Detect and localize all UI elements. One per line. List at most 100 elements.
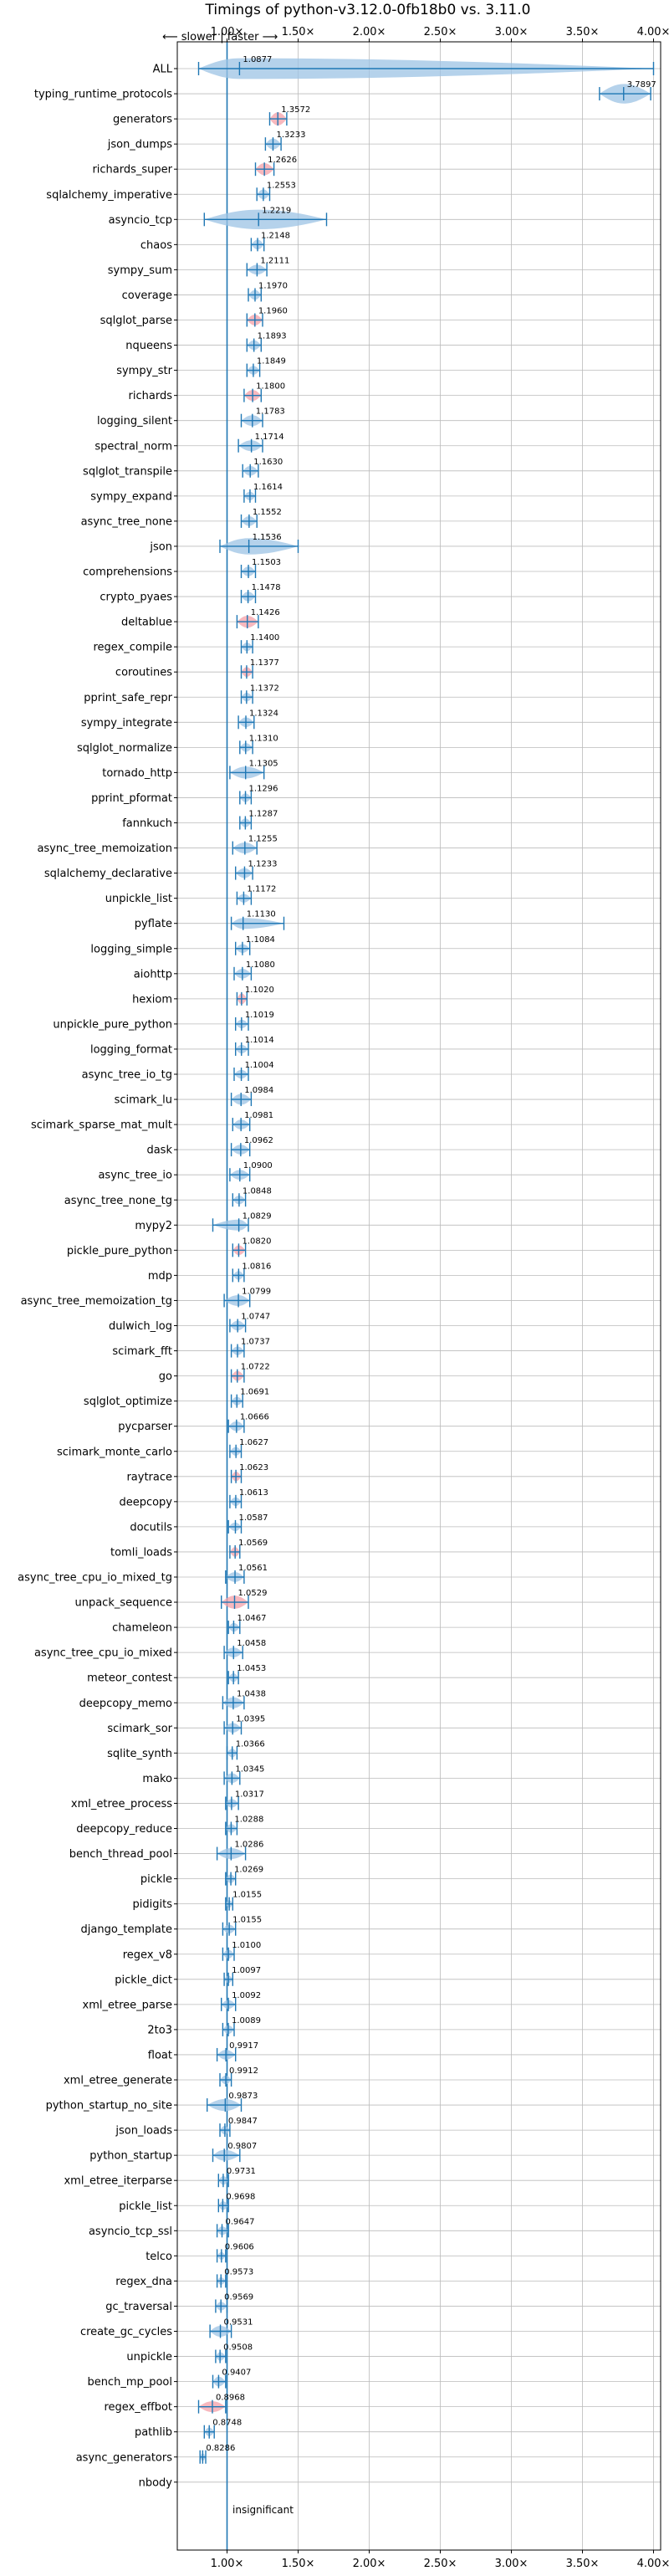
benchmark-name: django_template <box>81 1923 172 1936</box>
benchmark-value-label: 1.1849 <box>257 357 286 366</box>
benchmark-value-label: 1.0627 <box>239 1438 268 1447</box>
benchmark-name: async_tree_io <box>98 1170 172 1182</box>
x-tick-label-bottom: 2.00× <box>353 2558 386 2570</box>
benchmark-name: pprint_safe_repr <box>84 692 172 704</box>
benchmark-name: async_generators <box>76 2451 173 2464</box>
benchmark-value-label: 1.1019 <box>245 1011 274 1020</box>
benchmark-value-label: 0.9873 <box>228 2092 258 2101</box>
benchmark-value-label: 1.0569 <box>238 1539 268 1548</box>
benchmark-value-label: 3.7897 <box>627 80 656 90</box>
benchmark-name: sqlalchemy_declarative <box>44 868 172 880</box>
benchmark-value-label: 1.2626 <box>268 156 297 165</box>
benchmark-name: dulwich_log <box>109 1320 172 1333</box>
benchmark-value-label: 1.1970 <box>258 281 288 290</box>
benchmark-value-label: 1.1503 <box>252 558 281 567</box>
benchmark-name: async_tree_none <box>81 515 172 528</box>
x-tick-label-bottom: 4.00× <box>637 2558 669 2570</box>
benchmark-name: unpickle_list <box>105 893 172 905</box>
benchmark-name: chameleon <box>112 1622 172 1635</box>
x-tick-label-top: 1.50× <box>282 26 315 38</box>
benchmark-name: logging_simple <box>90 943 172 955</box>
benchmark-name: generators <box>113 114 172 126</box>
benchmark-value-label: 0.9407 <box>222 2369 251 2378</box>
benchmark-value-label: 1.1080 <box>246 960 275 970</box>
benchmark-name: regex_effbot <box>104 2401 172 2414</box>
benchmark-value-label: 1.0561 <box>238 1564 268 1573</box>
chart-title: Timings of python-v3.12.0-0fb18b0 vs. 3.… <box>205 2 531 18</box>
benchmark-value-label: 1.0799 <box>242 1287 271 1296</box>
benchmark-value-label: 1.0877 <box>243 55 272 64</box>
benchmark-name: aiohttp <box>134 968 172 981</box>
benchmark-name: sqlglot_optimize <box>84 1396 172 1408</box>
benchmark-value-label: 0.9508 <box>223 2343 253 2353</box>
benchmark-name: regex_compile <box>93 642 172 654</box>
benchmark-value-label: 1.1960 <box>258 307 288 316</box>
benchmark-value-label: 0.8748 <box>212 2419 242 2428</box>
benchmark-value-label: 1.1296 <box>249 784 278 793</box>
benchmark-name: unpickle <box>126 2351 172 2363</box>
benchmark-name: async_tree_cpu_io_mixed <box>34 1647 172 1660</box>
benchmark-value-label: 1.0820 <box>242 1237 271 1246</box>
benchmark-value-label: 1.1324 <box>249 709 278 718</box>
benchmark-value-label: 1.0467 <box>237 1614 266 1623</box>
benchmark-name: json <box>149 540 172 553</box>
benchmark-value-label: 1.1783 <box>256 407 285 417</box>
benchmark-value-label: 1.1004 <box>245 1061 274 1070</box>
benchmark-value-label: 1.0097 <box>232 1966 261 1975</box>
benchmark-value-label: 0.9531 <box>224 2318 253 2328</box>
benchmark-value-label: 0.9569 <box>224 2292 253 2302</box>
benchmark-name: scimark_monte_carlo <box>57 1446 172 1458</box>
benchmark-name: logging_format <box>90 1043 172 1056</box>
benchmark-name: pidigits <box>133 1898 173 1911</box>
benchmark-value-label: 1.1305 <box>249 759 278 768</box>
benchmark-name: asyncio_tcp_ssl <box>89 2225 172 2238</box>
benchmark-value-label: 1.1400 <box>250 633 279 643</box>
benchmark-name: sqlite_synth <box>107 1748 172 1760</box>
benchmark-name: tomli_loads <box>110 1546 172 1559</box>
benchmark-name: coroutines <box>115 667 172 679</box>
benchmark-name: mypy2 <box>135 1220 172 1232</box>
benchmark-value-label: 1.0529 <box>237 1589 267 1598</box>
benchmark-name: deltablue <box>121 617 172 629</box>
benchmark-value-label: 1.1478 <box>252 583 281 592</box>
x-tick-label-top: 2.00× <box>353 26 386 38</box>
benchmark-value-label: 0.9698 <box>226 2192 255 2201</box>
label-layer: 1.00× 1.00× 1.50× 1.50× 2.00× 2.00× 2.50× 2.50×… <box>18 26 669 2570</box>
benchmark-name: chaos <box>140 239 172 252</box>
benchmark-value-label: 1.1800 <box>256 382 285 392</box>
benchmark-name: xml_etree_generate <box>64 2075 172 2087</box>
benchmark-value-label: 1.0981 <box>244 1111 273 1120</box>
benchmark-name: scimark_sor <box>107 1723 172 1735</box>
benchmark-name: scimark_sparse_mat_mult <box>31 1119 172 1132</box>
benchmark-name: coverage <box>122 289 172 302</box>
benchmark-value-label: 1.0747 <box>241 1313 270 1322</box>
benchmark-name: pickle_list <box>119 2200 172 2213</box>
benchmark-name: go <box>159 1370 172 1383</box>
benchmark-value-label: 1.1536 <box>253 533 282 542</box>
benchmark-name: pickle_pure_python <box>67 1245 172 1257</box>
benchmark-value-label: 0.9731 <box>227 2167 256 2176</box>
benchmark-value-label: 1.1233 <box>248 860 277 869</box>
benchmark-value-label: 1.1426 <box>251 608 280 617</box>
benchmark-name: bench_mp_pool <box>87 2376 172 2389</box>
benchmark-value-label: 1.0816 <box>242 1262 271 1271</box>
benchmark-value-label: 1.0288 <box>234 1815 263 1825</box>
benchmark-value-label: 1.0155 <box>232 1916 262 1925</box>
benchmark-value-label: 1.0453 <box>237 1664 266 1673</box>
benchmark-value-label: 1.1372 <box>250 684 279 693</box>
benchmark-value-label: 1.0100 <box>232 1941 261 1950</box>
benchmark-value-label: 1.1255 <box>248 835 278 844</box>
x-tick-label-bottom: 2.50× <box>424 2558 457 2570</box>
benchmark-name: unpickle_pure_python <box>53 1018 172 1031</box>
benchmark-name: fannkuch <box>122 817 172 830</box>
benchmark-value-label: 1.0848 <box>243 1186 272 1196</box>
benchmark-name: float <box>148 2049 172 2061</box>
benchmark-value-label: 1.0269 <box>234 1866 263 1875</box>
x-tick-label-bottom: 3.50× <box>566 2558 600 2570</box>
benchmark-name: pycparser <box>118 1421 172 1433</box>
benchmark-value-label: 1.1084 <box>246 935 275 945</box>
benchmark-name: xml_etree_process <box>71 1798 172 1810</box>
benchmark-name: pprint_pformat <box>91 792 172 805</box>
benchmark-name: async_tree_memoization <box>37 842 172 855</box>
